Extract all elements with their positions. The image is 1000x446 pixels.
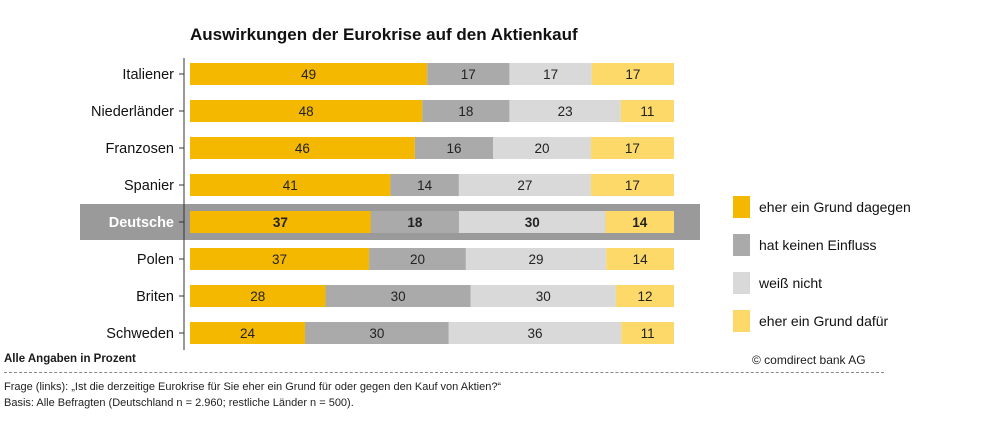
bar-segment [591,63,674,85]
bar-segment [390,174,459,196]
legend-label: hat keinen Einfluss [759,237,877,253]
data-label: 37 [272,252,287,267]
bar-segment [465,248,607,270]
data-label: 27 [517,178,532,193]
data-label: 11 [641,326,655,341]
question-note: Frage (links): „Ist die derzeitige Eurok… [4,381,502,393]
bar-segment [458,174,591,196]
bar-segment [190,100,423,122]
bar-segment [509,63,592,85]
data-label: 24 [240,326,256,341]
data-label: 48 [299,104,314,119]
bar-segment [448,322,622,344]
data-label: 30 [536,289,551,304]
legend-label: eher ein Grund dagegen [759,199,911,215]
bar-segment [190,322,306,344]
category-label: Deutsche [109,215,174,231]
data-label: 18 [458,104,473,119]
bar-segment [590,137,674,159]
data-label: 16 [446,141,461,156]
chart-title: Auswirkungen der Eurokrise auf den Aktie… [190,25,578,44]
bar-segment [621,322,674,344]
bar-segment [190,63,428,85]
data-label: 12 [637,289,652,304]
data-label: 36 [528,326,543,341]
data-label: 49 [301,67,316,82]
bar-segment [458,211,606,233]
data-label: 17 [625,141,640,156]
bar-segment [190,211,371,233]
category-label: Spanier [124,178,174,194]
data-label: 41 [283,178,298,193]
copyright: © comdirect bank AG [752,353,866,367]
data-label: 17 [625,178,640,193]
category-label: Franzosen [105,141,174,157]
data-label: 46 [295,141,310,156]
bar-segment [620,100,674,122]
legend-swatch [733,272,750,294]
bar-segment [369,248,466,270]
data-label: 17 [461,67,476,82]
bar-segment [422,100,510,122]
legend-swatch [733,196,750,218]
bar-segment [606,248,674,270]
data-label: 30 [369,326,384,341]
basis-note: Basis: Alle Befragten (Deutschland n = 2… [4,397,354,409]
data-label: 11 [640,104,654,119]
data-label: 14 [417,178,433,193]
legend-swatch [733,234,750,256]
bar-segment [370,211,459,233]
bar-segment [470,285,616,307]
bar-segment [509,100,621,122]
data-label: 20 [410,252,425,267]
data-label: 14 [632,215,648,230]
divider [4,372,884,373]
data-label: 30 [391,289,406,304]
legend-label: eher ein Grund dafür [759,313,889,329]
bar-segment [190,174,391,196]
data-label: 23 [558,104,573,119]
bar-segment [427,63,510,85]
data-label: 37 [273,215,288,230]
data-label: 29 [529,252,544,267]
bar-segment [190,137,415,159]
data-label: 30 [525,215,540,230]
bar-segment [305,322,449,344]
category-label: Niederländer [91,104,174,120]
category-label: Schweden [106,326,174,342]
bar-segment [493,137,591,159]
unit-note: Alle Angaben in Prozent [4,353,136,365]
bar-segment [325,285,471,307]
legend-label: weiß nicht [758,275,822,291]
bar-segment [590,174,674,196]
stacked-bar-chart: Auswirkungen der Eurokrise auf den Aktie… [80,25,911,350]
category-label: Italiener [122,67,174,83]
bar-segment [615,285,674,307]
bar-segment [190,285,326,307]
category-label: Polen [137,252,174,268]
data-label: 20 [534,141,549,156]
data-label: 28 [250,289,265,304]
bar-segment [190,248,370,270]
legend-swatch [733,310,750,332]
bar-segment [605,211,674,233]
data-label: 17 [543,67,558,82]
bar-segment [414,137,494,159]
data-label: 18 [407,215,423,230]
data-label: 14 [633,252,649,267]
category-label: Briten [136,289,174,305]
data-label: 17 [625,67,640,82]
